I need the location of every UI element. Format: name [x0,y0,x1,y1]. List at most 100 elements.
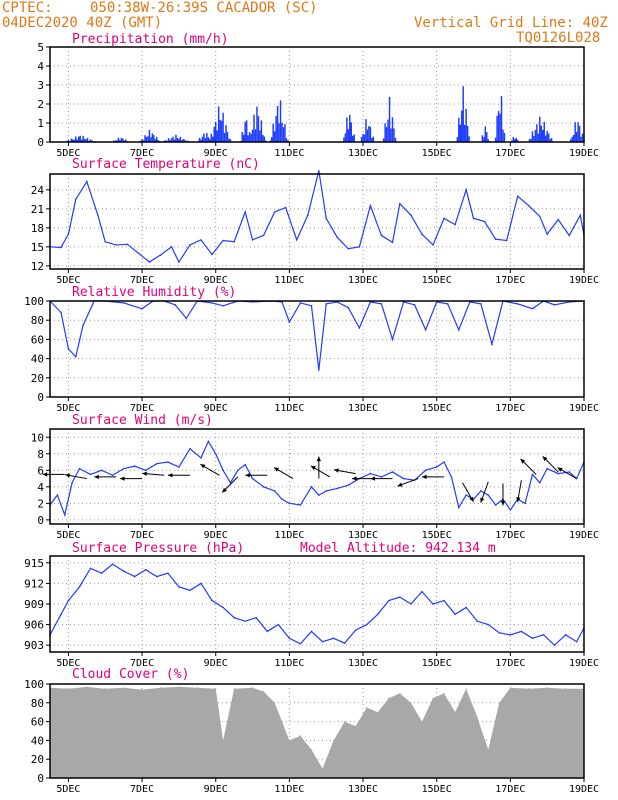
y-tick-label: 15 [31,241,44,254]
x-tick-label: 5DEC [56,148,80,159]
series-point [122,570,125,572]
series-point [299,642,302,645]
series-line [49,440,585,518]
precip-bar [272,123,274,142]
precip-bar [210,133,213,142]
precip-bar [550,137,553,142]
series-point [67,233,70,235]
wind-arrow-head [42,472,48,477]
series-point [178,586,180,588]
precip-bar [281,122,283,142]
wind-arrow-head [422,474,427,480]
y-tick-label: 60 [31,333,44,346]
x-tick-label: 9DEC [204,658,228,669]
y-tick-label: 8 [37,448,44,461]
precip-bar [536,124,538,142]
panel-5: Cloud Cover (%) 0 20 40 60 80 100 5DEC 7DEC 9DEC 1… [24,667,599,795]
precip-bar [387,119,389,142]
precip-bar [206,133,208,142]
wind-arrow-head [516,497,521,502]
series-point [483,220,486,223]
series-point [546,233,548,235]
precip-bar [250,133,252,142]
y-tick-label: 80 [31,697,44,710]
series-point [454,223,456,226]
y-tick-label: 3 [37,79,44,92]
series-point [491,343,493,346]
precip-bar [182,138,185,142]
cloud-cover-point [321,768,324,770]
precip-bar [248,132,251,142]
panel-frame [49,173,585,270]
series-point [531,637,534,640]
x-tick-label: 17DEC [495,148,525,159]
x-tick-label: 13DEC [348,658,378,669]
precip-bar [226,131,229,142]
panel-frame [49,428,585,525]
precip-bar [486,132,488,142]
precip-bar [247,135,249,142]
precip-bar [578,125,581,142]
header-location: 050:38W-26:39S CACADOR (SC) [90,0,318,16]
wind-arrow-head [334,468,339,473]
precip-bar [213,126,215,142]
series-point [509,634,512,636]
series-point [189,589,191,592]
precip-bar [217,106,220,142]
precip-bar [346,117,348,142]
precip-bar [458,117,460,142]
series-point [432,244,434,246]
series-point [244,620,246,622]
precip-bar [465,108,467,142]
x-tick-label: 5DEC [56,275,80,286]
series-point [229,481,232,484]
x-tick-label: 17DEC [495,530,525,541]
series-point [60,613,62,616]
y-tick-label: 912 [24,577,44,590]
precip-bar [157,140,160,142]
series-point [354,629,357,631]
precip-bar [173,139,176,142]
precip-bar [244,121,246,142]
precip-bar [537,133,540,142]
precip-bar [547,133,550,142]
y-tick-label: 18 [31,222,44,235]
x-tick-label: 11DEC [274,148,304,159]
precip-bar [390,128,392,142]
cloud-cover-point [528,688,530,690]
x-tick-label: 7DEC [130,658,154,669]
series-point [222,469,224,472]
wind-arrow-head [94,474,99,480]
series-point [557,472,560,475]
precip-bar [70,138,73,142]
series-point [74,198,77,201]
wind-arrow-head [370,476,375,481]
x-tick-label: 11DEC [274,530,304,541]
cloud-cover-point [509,687,511,689]
wind-arrow-head [500,501,506,506]
series-point [189,244,191,246]
series-point [299,302,302,304]
cloud-cover-point [454,711,456,713]
precip-bar [260,120,263,142]
series-point [133,575,136,578]
precip-bar [204,137,207,142]
precip-bar [245,120,248,142]
y-tick-label: 21 [31,203,44,216]
panel-title: Cloud Cover (%) [72,667,189,682]
series-line [49,170,585,264]
series-point [200,457,202,459]
cloud-cover-point [310,749,313,751]
wind-arrow-head [542,456,548,462]
series-point [122,302,125,304]
series-point [86,180,88,183]
series-point [553,644,556,646]
precip-bar [372,136,375,142]
cloud-cover-point [355,725,357,727]
y-tick-label: 915 [24,557,44,570]
series-point [454,613,456,616]
series-point [465,189,467,191]
precip-bar [391,117,394,142]
series-point [244,211,246,213]
